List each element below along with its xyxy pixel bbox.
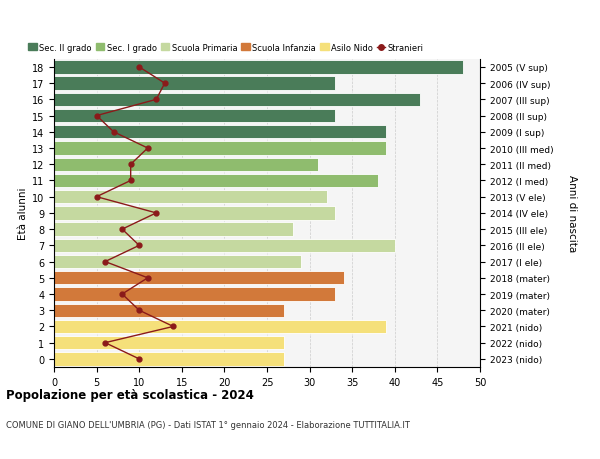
Bar (54, 255, 301, 269)
Bar (54, 320, 386, 333)
Bar (54, 353, 284, 366)
Bar (54, 223, 293, 236)
Bar (54, 158, 318, 172)
Bar (54, 207, 335, 220)
Bar (54, 239, 395, 252)
Text: COMUNE DI GIANO DELL'UMBRIA (PG) - Dati ISTAT 1° gennaio 2024 - Elaborazione TUT: COMUNE DI GIANO DELL'UMBRIA (PG) - Dati … (6, 420, 410, 429)
Legend: Sec. II grado, Sec. I grado, Scuola Primaria, Scuola Infanzia, Asilo Nido, Stran: Sec. II grado, Sec. I grado, Scuola Prim… (28, 44, 424, 52)
Bar (54, 288, 335, 301)
Bar (54, 142, 386, 155)
Bar (54, 336, 284, 350)
Bar (54, 272, 344, 285)
Bar (54, 110, 335, 123)
Bar (54, 94, 421, 107)
Bar (54, 61, 463, 74)
Y-axis label: Età alunni: Età alunni (18, 187, 28, 240)
Bar (54, 190, 326, 204)
Bar (54, 77, 335, 90)
Y-axis label: Anni di nascita: Anni di nascita (567, 175, 577, 252)
Bar (54, 174, 378, 188)
Bar (54, 304, 284, 317)
Text: Popolazione per età scolastica - 2024: Popolazione per età scolastica - 2024 (6, 388, 254, 401)
Bar (54, 126, 386, 139)
